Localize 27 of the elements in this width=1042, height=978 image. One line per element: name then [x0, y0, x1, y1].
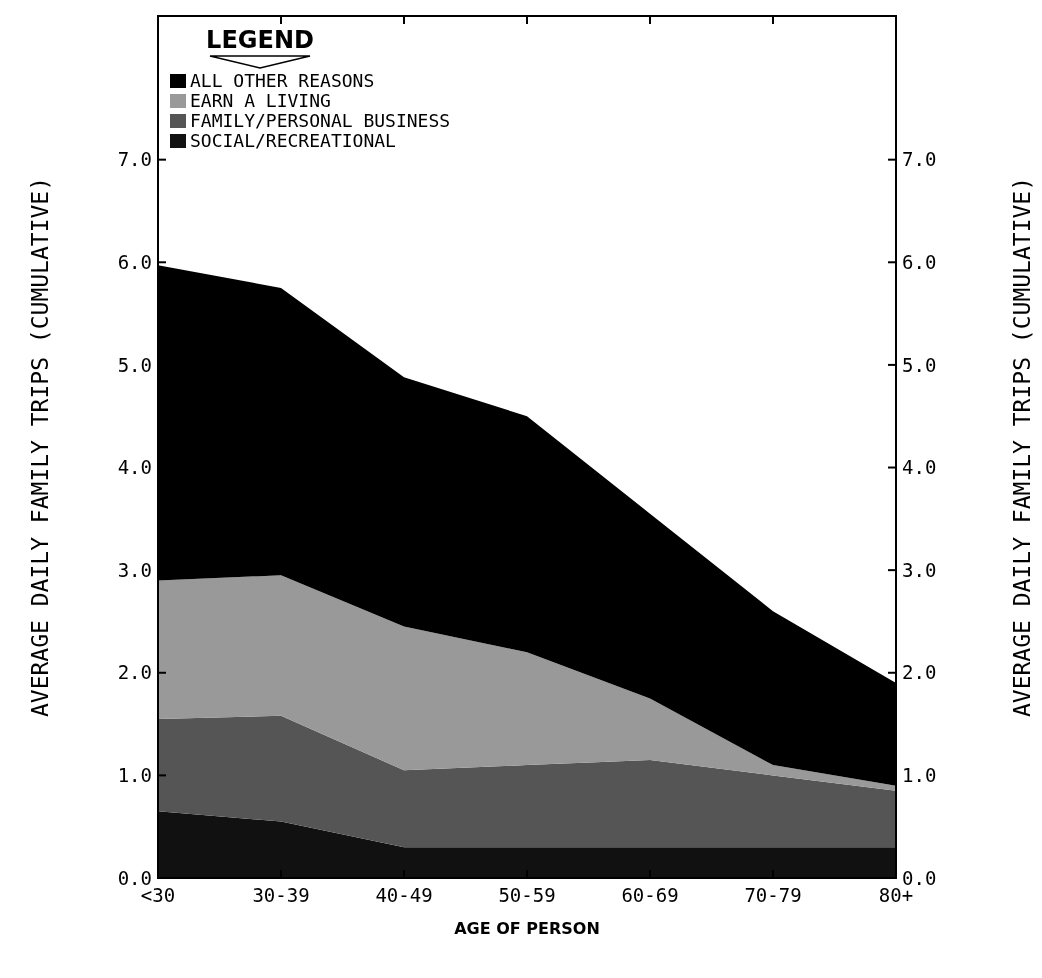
y2-tick-label: 4.0 [902, 456, 937, 479]
y2-tick-label: 1.0 [902, 764, 937, 787]
y-tick-label: 2.0 [117, 661, 152, 684]
x-tick-label: 60-69 [621, 884, 679, 906]
y-tick-label: 4.0 [117, 456, 152, 479]
legend-title: LEGEND [206, 26, 314, 54]
x-axis-title: AGE OF PERSON [454, 919, 600, 938]
y-tick-label: 5.0 [117, 353, 152, 376]
y-axis-title: AVERAGE DAILY FAMILY TRIPS (CUMULATIVE) [27, 176, 53, 718]
y2-tick-label: 6.0 [902, 250, 937, 273]
y-tick-label: 1.0 [117, 764, 152, 787]
legend-label: ALL OTHER REASONS [190, 70, 375, 92]
legend-label: SOCIAL/RECREATIONAL [190, 130, 397, 152]
y2-tick-label: 3.0 [902, 558, 937, 581]
legend-label: EARN A LIVING [190, 90, 331, 112]
x-tick-label: 70-79 [744, 884, 802, 906]
x-tick-label: 30-39 [252, 884, 310, 906]
y2-tick-label: 5.0 [902, 353, 937, 376]
y-tick-label: 3.0 [117, 558, 152, 581]
x-tick-label: 50-59 [498, 884, 556, 906]
y2-axis-title: AVERAGE DAILY FAMILY TRIPS (CUMULATIVE) [1009, 176, 1035, 718]
y-tick-label: 7.0 [117, 148, 152, 171]
legend-label: FAMILY/PERSONAL BUSINESS [190, 110, 451, 132]
y-tick-label: 6.0 [117, 250, 152, 273]
y2-tick-label: 2.0 [902, 661, 937, 684]
x-tick-label: 40-49 [375, 884, 433, 906]
y2-tick-label: 7.0 [902, 148, 937, 171]
